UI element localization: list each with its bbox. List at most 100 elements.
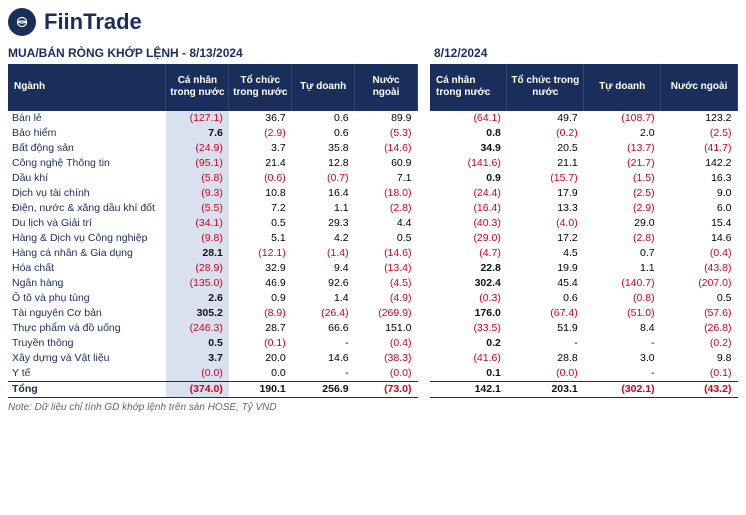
col-foreign-r: Nước ngoài xyxy=(661,64,738,110)
data-cell: (18.0) xyxy=(355,186,418,201)
data-cell: (43.8) xyxy=(661,261,738,276)
data-cell: 92.6 xyxy=(292,276,355,291)
data-cell: (0.4) xyxy=(355,336,418,351)
data-cell: (0.4) xyxy=(661,246,738,261)
data-cell: (43.2) xyxy=(661,381,738,397)
data-cell: 0.5 xyxy=(166,336,229,351)
data-cell: (5.5) xyxy=(166,201,229,216)
data-cell: 9.8 xyxy=(661,351,738,366)
table-row: (4.7)4.50.7(0.4) xyxy=(430,246,738,261)
data-cell: 4.5 xyxy=(507,246,584,261)
data-cell: (24.4) xyxy=(430,186,507,201)
data-cell: 22.8 xyxy=(430,261,507,276)
table-row: (33.5)51.98.4(26.8) xyxy=(430,321,738,336)
data-cell: (26.4) xyxy=(292,306,355,321)
table-row: (0.3)0.6(0.8)0.5 xyxy=(430,291,738,306)
data-cell: 19.9 xyxy=(507,261,584,276)
data-cell: (0.0) xyxy=(166,366,229,382)
data-cell: 5.1 xyxy=(229,231,292,246)
data-cell: 28.8 xyxy=(507,351,584,366)
data-cell: (16.4) xyxy=(430,201,507,216)
data-cell: (14.6) xyxy=(355,141,418,156)
data-cell: 7.2 xyxy=(229,201,292,216)
data-cell: 20.0 xyxy=(229,351,292,366)
data-cell: 60.9 xyxy=(355,156,418,171)
data-cell: 142.1 xyxy=(430,381,507,397)
table-row: Y tế(0.0)0.0-(0.0) xyxy=(8,366,418,382)
data-cell: 4.2 xyxy=(292,231,355,246)
table-row: Truyền thông0.5(0.1)-(0.4) xyxy=(8,336,418,351)
data-cell: (9.3) xyxy=(166,186,229,201)
data-cell: 0.8 xyxy=(430,126,507,141)
data-cell: (2.8) xyxy=(584,231,661,246)
row-label: Ngân hàng xyxy=(8,276,166,291)
data-cell: 89.9 xyxy=(355,110,418,126)
data-cell: (5.3) xyxy=(355,126,418,141)
logo-icon xyxy=(8,8,36,36)
data-cell: (26.8) xyxy=(661,321,738,336)
data-cell: 36.7 xyxy=(229,110,292,126)
data-cell: (34.1) xyxy=(166,216,229,231)
data-cell: 0.0 xyxy=(229,366,292,382)
table-row: Xây dựng và Vật liệu3.720.014.6(38.3) xyxy=(8,351,418,366)
col-proprietary: Tự doanh xyxy=(292,64,355,110)
row-label: Bất động sản xyxy=(8,141,166,156)
data-cell: 123.2 xyxy=(661,110,738,126)
data-cell: 0.5 xyxy=(661,291,738,306)
table-row: Hàng cá nhân & Gia dụng28.1(12.1)(1.4)(1… xyxy=(8,246,418,261)
table-row: Dịch vụ tài chính(9.3)10.816.4(18.0) xyxy=(8,186,418,201)
col-industry: Ngành xyxy=(8,64,166,110)
data-cell: 15.4 xyxy=(661,216,738,231)
row-label: Hàng cá nhân & Gia dụng xyxy=(8,246,166,261)
row-label: Hàng & Dịch vụ Công nghiệp xyxy=(8,231,166,246)
data-cell: (0.0) xyxy=(355,366,418,382)
data-cell: (0.0) xyxy=(507,366,584,382)
data-cell: 1.1 xyxy=(292,201,355,216)
data-cell: (0.6) xyxy=(229,171,292,186)
row-label: Thực phẩm và đồ uống xyxy=(8,321,166,336)
title-right: 8/12/2024 xyxy=(430,46,487,60)
table-row: (16.4)13.3(2.9)6.0 xyxy=(430,201,738,216)
row-label: Dịch vụ tài chính xyxy=(8,186,166,201)
table-row: Bảo hiểm7.6(2.9)0.6(5.3) xyxy=(8,126,418,141)
data-cell: 7.6 xyxy=(166,126,229,141)
data-cell: (0.7) xyxy=(292,171,355,186)
data-cell: (246.3) xyxy=(166,321,229,336)
table-row: 22.819.91.1(43.8) xyxy=(430,261,738,276)
table-row: 0.2--(0.2) xyxy=(430,336,738,351)
data-cell: 10.8 xyxy=(229,186,292,201)
data-cell: 17.2 xyxy=(507,231,584,246)
data-cell: 2.0 xyxy=(584,126,661,141)
data-cell: (41.6) xyxy=(430,351,507,366)
data-cell: 16.4 xyxy=(292,186,355,201)
data-cell: 16.3 xyxy=(661,171,738,186)
data-cell: 302.4 xyxy=(430,276,507,291)
data-cell: (4.0) xyxy=(507,216,584,231)
data-cell: (33.5) xyxy=(430,321,507,336)
table-row: (29.0)17.2(2.8)14.6 xyxy=(430,231,738,246)
data-cell: (4.9) xyxy=(355,291,418,306)
data-cell: - xyxy=(292,336,355,351)
data-cell: (127.1) xyxy=(166,110,229,126)
row-label: Ô tô và phụ tùng xyxy=(8,291,166,306)
data-cell: 0.2 xyxy=(430,336,507,351)
data-cell: 1.4 xyxy=(292,291,355,306)
data-cell: 3.7 xyxy=(229,141,292,156)
data-cell: 3.0 xyxy=(584,351,661,366)
data-cell: (67.4) xyxy=(507,306,584,321)
row-label: Bán lẻ xyxy=(8,110,166,126)
data-cell: 12.8 xyxy=(292,156,355,171)
table-row: (64.1)49.7(108.7)123.2 xyxy=(430,110,738,126)
col-institution-r: Tổ chức trong nước xyxy=(507,64,584,110)
data-cell: 305.2 xyxy=(166,306,229,321)
col-individual: Cá nhân trong nước xyxy=(166,64,229,110)
data-cell: (21.7) xyxy=(584,156,661,171)
table-row: 302.445.4(140.7)(207.0) xyxy=(430,276,738,291)
data-cell: (2.9) xyxy=(229,126,292,141)
data-cell: (2.5) xyxy=(661,126,738,141)
data-cell: 34.9 xyxy=(430,141,507,156)
row-label: Điện, nước & xăng dầu khí đốt xyxy=(8,201,166,216)
data-cell: (2.5) xyxy=(584,186,661,201)
col-individual-r: Cá nhân trong nước xyxy=(430,64,507,110)
row-label: Bảo hiểm xyxy=(8,126,166,141)
